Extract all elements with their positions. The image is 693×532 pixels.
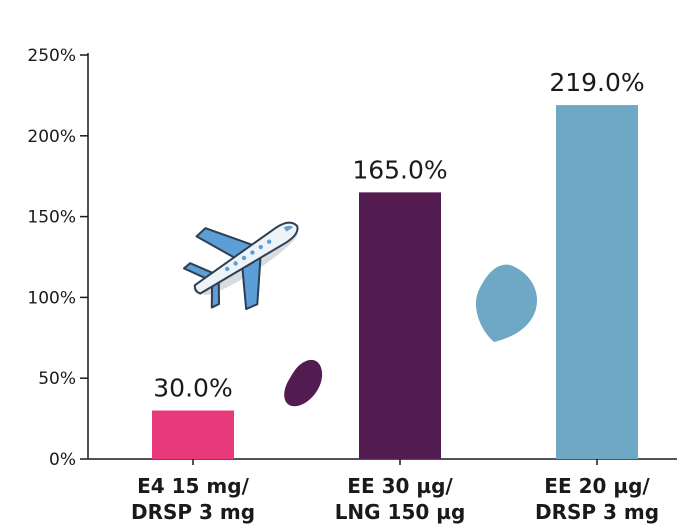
- y-tick-label: 250%: [27, 46, 76, 66]
- x-tick-label: DRSP 3 mg: [131, 500, 255, 524]
- x-tick-label: LNG 150 µg: [335, 500, 466, 524]
- bars: [152, 105, 638, 460]
- bar: [556, 105, 638, 459]
- bar: [152, 410, 234, 459]
- bar: [359, 192, 441, 460]
- y-tick-label: 100%: [27, 288, 76, 308]
- x-tick-label: EE 30 µg/: [347, 474, 453, 498]
- x-tick-label: DRSP 3 mg: [535, 500, 659, 524]
- x-tick-label: EE 20 µg/: [544, 474, 650, 498]
- x-tick-label: E4 15 mg/: [137, 474, 249, 498]
- y-tick-label: 200%: [27, 127, 76, 147]
- y-tick-label: 150%: [27, 208, 76, 228]
- y-tick-label: 0%: [49, 450, 76, 470]
- data-label: 219.0%: [549, 68, 644, 97]
- airplane-icon: [182, 221, 299, 311]
- y-tick-label: 50%: [38, 369, 76, 389]
- data-label: 165.0%: [352, 155, 447, 184]
- labels: 30.0% E4 15 mg/DRSP 3 mg 165.0% EE 30 µg/LN…: [131, 68, 659, 524]
- data-label: 30.0%: [153, 374, 232, 403]
- purple-blob-shape: [284, 359, 323, 407]
- blue-blob-shape: [475, 264, 538, 342]
